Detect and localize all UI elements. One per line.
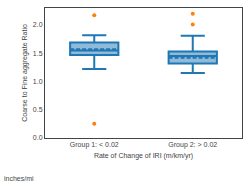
- svg-text:0.5: 0.5: [33, 106, 43, 113]
- svg-text:0.0: 0.0: [33, 134, 43, 141]
- svg-text:2.0: 2.0: [33, 21, 43, 28]
- svg-text:1.5: 1.5: [33, 50, 43, 57]
- svg-text:Rate of Change of IRI (m/km/yr: Rate of Change of IRI (m/km/yr): [94, 152, 193, 160]
- svg-text:inches/mi: inches/mi: [4, 175, 34, 182]
- svg-text:Group 2: > 0.02: Group 2: > 0.02: [168, 141, 217, 149]
- svg-text:Group 1: < 0.02: Group 1: < 0.02: [70, 141, 119, 149]
- svg-text:1.0: 1.0: [33, 78, 43, 85]
- svg-text:Coarse to Fine aggregate Ratio: Coarse to Fine aggregate Ratio: [21, 24, 29, 122]
